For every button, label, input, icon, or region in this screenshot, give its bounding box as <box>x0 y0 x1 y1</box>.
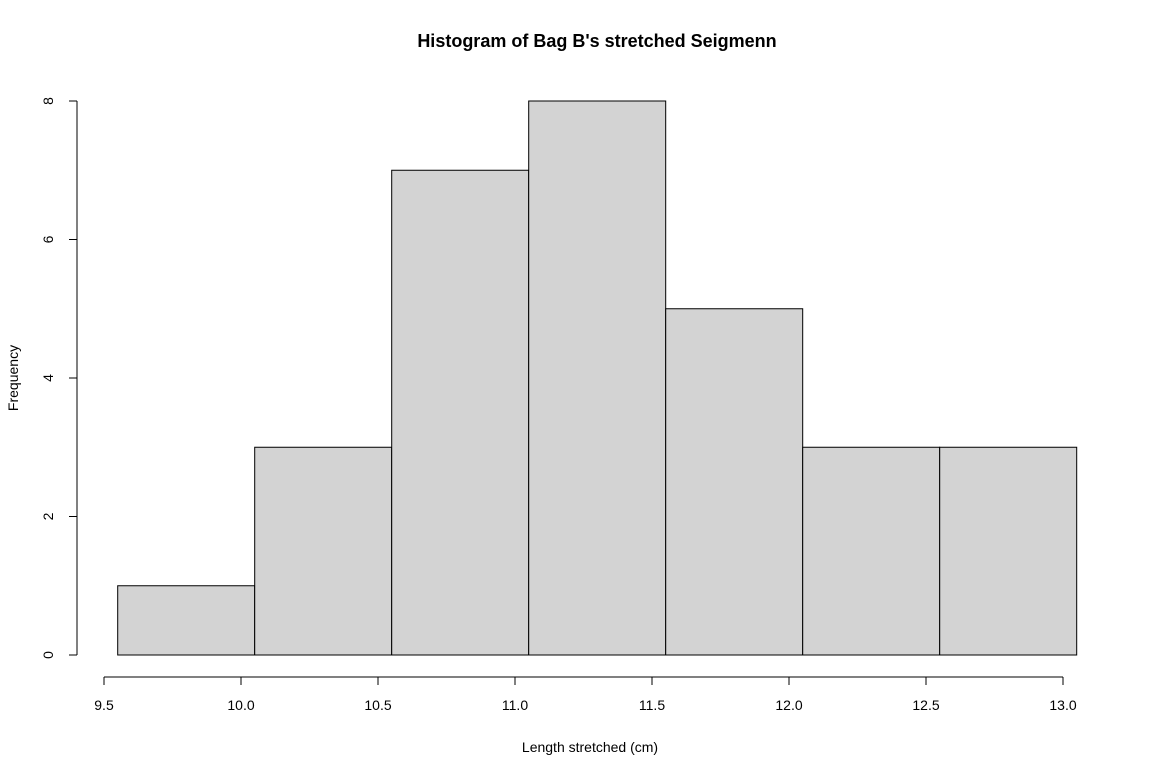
x-tick-label-1: 9.5 <box>94 697 114 713</box>
x-tick-label-2: 10.0 <box>227 697 254 713</box>
histogram-bar-7 <box>939 446 1078 656</box>
chart-title: Histogram of Bag B's stretched Seigmenn <box>417 31 776 51</box>
histogram-bar-6 <box>802 446 941 656</box>
y-tick-label-4: 6 <box>40 235 56 243</box>
x-axis-label: Length stretched (cm) <box>522 739 658 755</box>
x-tick-label-6: 12.0 <box>775 697 802 713</box>
x-tick-label-8: 13.0 <box>1049 697 1076 713</box>
y-tick-label-5: 8 <box>40 97 56 105</box>
x-axis: 9.5 10.0 10.5 11.0 11.5 12.0 12.5 13.0 <box>94 676 1077 713</box>
bars-group <box>117 100 1078 656</box>
x-tick-label-7: 12.5 <box>912 697 939 713</box>
x-tick-label-5: 11.5 <box>639 697 665 713</box>
y-axis-label: Frequency <box>5 345 21 411</box>
histogram-bar-3 <box>391 169 530 656</box>
y-axis: 0 2 4 6 8 <box>40 97 78 659</box>
y-tick-label-2: 2 <box>40 512 56 520</box>
histogram-bar-5 <box>665 308 804 656</box>
x-tick-label-3: 10.5 <box>364 697 391 713</box>
histogram-bar-1 <box>117 585 256 656</box>
y-tick-label-1: 0 <box>40 651 56 659</box>
histogram-bar-4 <box>528 100 667 656</box>
y-tick-label-3: 4 <box>40 374 56 382</box>
x-tick-label-4: 11.0 <box>502 697 528 713</box>
histogram-bar-2 <box>254 446 393 656</box>
